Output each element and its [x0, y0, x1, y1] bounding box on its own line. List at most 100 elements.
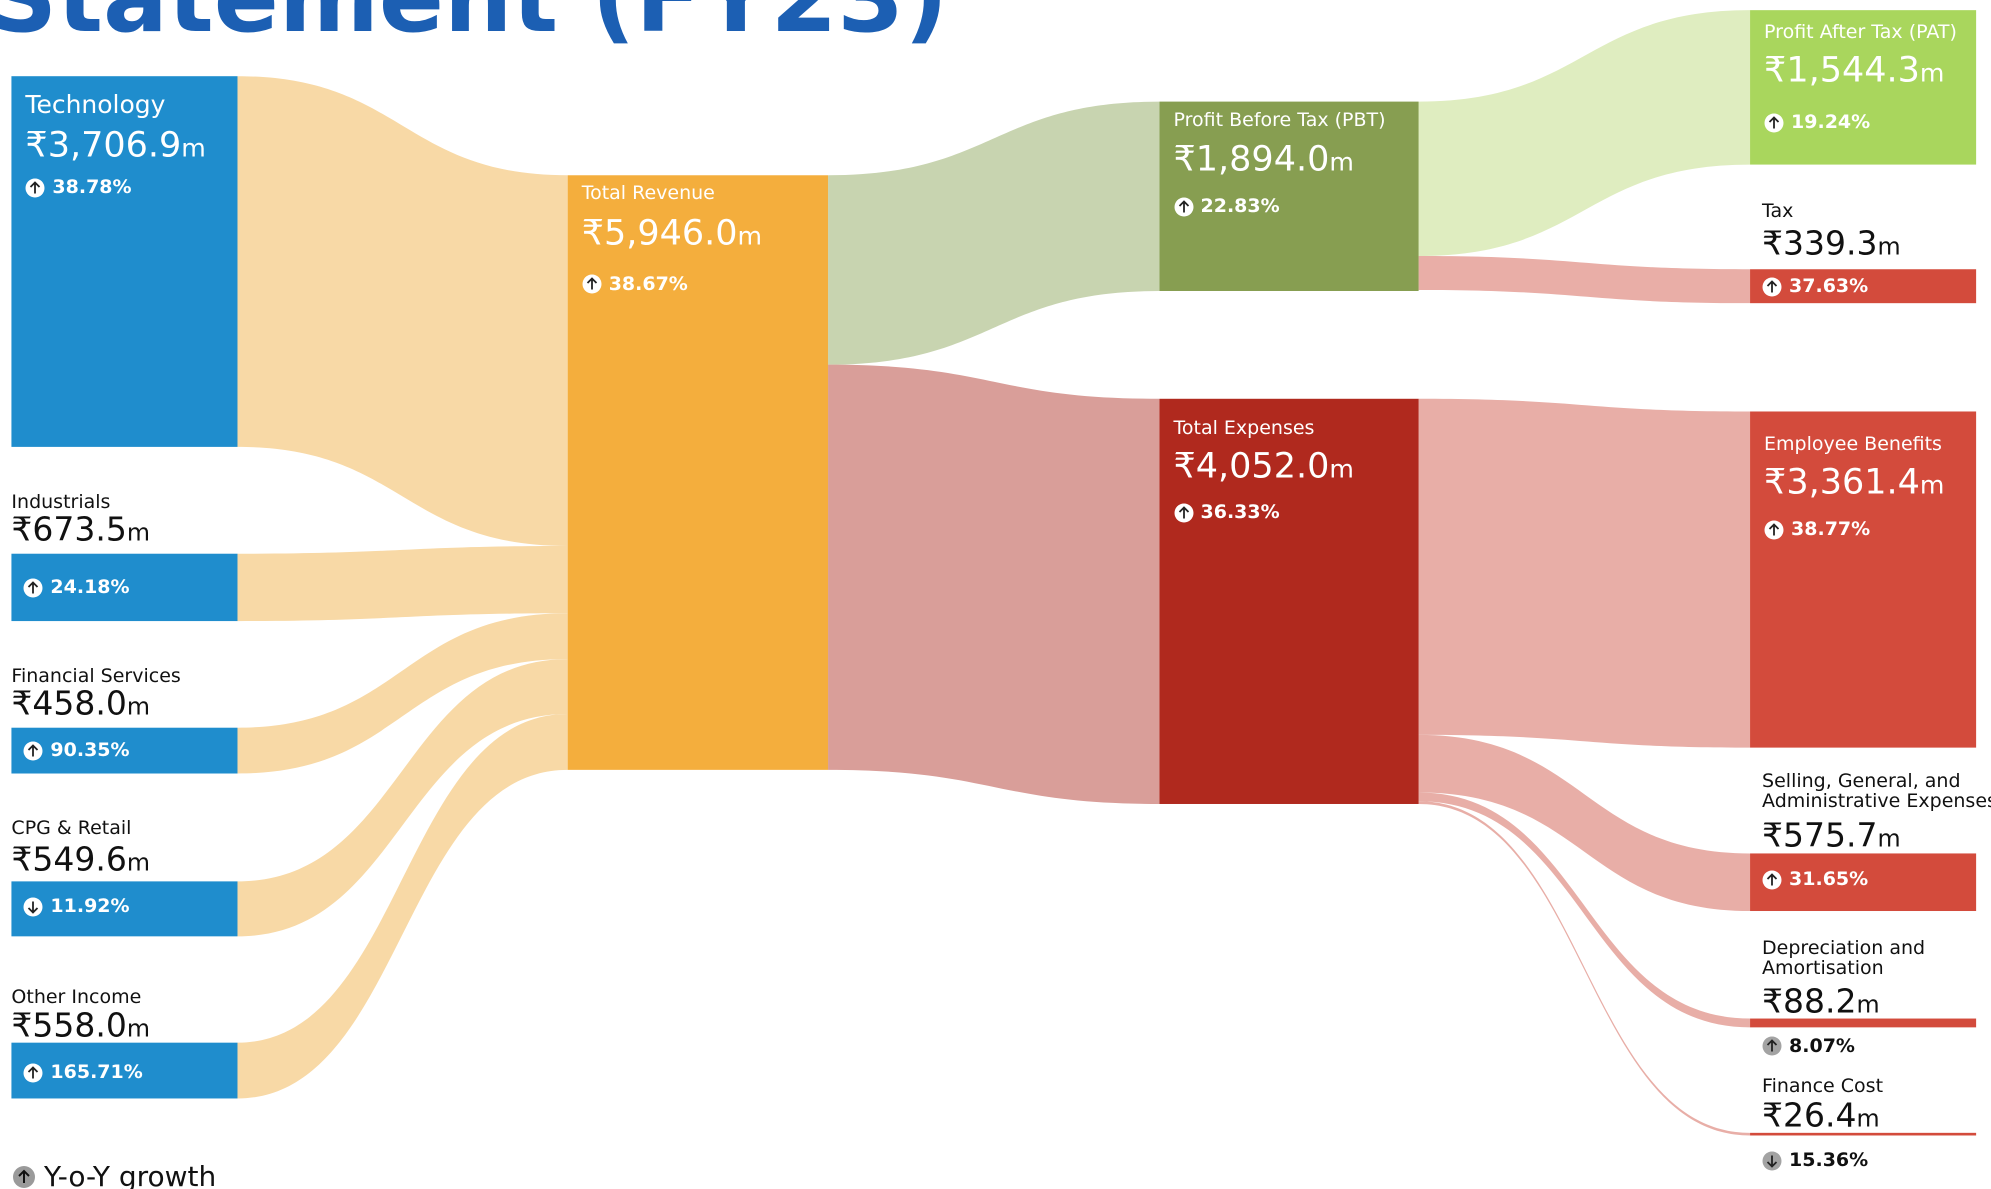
node-value: ₹3,706.9m [25, 125, 205, 166]
node-label: Technology [25, 90, 166, 120]
node-value: ₹549.6m [11, 842, 150, 877]
title: Statement (FY23) [0, 0, 948, 54]
node-label: Finance Cost [1762, 1075, 1884, 1098]
value-amount: ₹5,946.0 [581, 213, 738, 254]
node-bar [1750, 1018, 1977, 1028]
node-bar [1750, 411, 1977, 748]
node-bar [567, 175, 829, 770]
value-amount: ₹88.2 [1762, 981, 1857, 1021]
value-unit: m [1877, 824, 1901, 853]
growth: 165.71% [23, 1061, 143, 1084]
icon-arrow [1766, 1155, 1778, 1168]
value-unit: m [126, 518, 151, 547]
value-amount: ₹3,706.9 [25, 125, 182, 166]
growth-text: 38.77% [1791, 517, 1871, 540]
node-bar [1159, 398, 1419, 804]
value-amount: ₹575.7 [1762, 815, 1878, 855]
node-label: Profit Before Tax (PBT) [1173, 108, 1386, 131]
growth: 90.35% [23, 740, 130, 761]
node-bar [11, 76, 238, 447]
value-unit: m [1856, 990, 1880, 1019]
value-unit: m [126, 692, 151, 721]
node-label: Industrials [11, 490, 111, 513]
node-label: Total Revenue [581, 182, 715, 205]
icon-arrow [1768, 522, 1780, 536]
growth-text: 19.24% [1791, 111, 1871, 134]
node-label: Employee Benefits [1764, 432, 1942, 455]
node-label: Other Income [11, 986, 142, 1009]
growth-text: 38.67% [608, 272, 688, 295]
growth-text: 8.07% [1789, 1034, 1855, 1057]
growth: 31.65% [1762, 869, 1868, 890]
growth: 38.78% [25, 177, 132, 198]
growth: 22.83% [1174, 195, 1280, 218]
growth: 38.67% [582, 274, 688, 294]
value-amount: ₹549.6 [11, 839, 127, 879]
growth: 19.24% [1764, 111, 1871, 134]
growth-icon [23, 1063, 43, 1083]
growth-icon [1174, 503, 1193, 523]
icon-arrow [1768, 116, 1780, 129]
node-value: ₹88.2m [1762, 981, 1880, 1021]
node-label: Tax [1762, 200, 1794, 223]
growth-icon [23, 741, 43, 761]
value-unit: m [1919, 470, 1945, 500]
growth-icon [1762, 1036, 1782, 1056]
value-amount: ₹1,544.3 [1764, 50, 1920, 91]
growth-text: 11.92% [50, 894, 130, 917]
node-value: ₹1,894.0m [1174, 141, 1354, 179]
node-label: Selling, General, and Administrative Exp… [1762, 770, 1991, 813]
legend-text: Y-o-Y growth [44, 1160, 217, 1189]
node-label: Depreciation and Amortisation [1762, 936, 1926, 979]
icon-arrow [1178, 200, 1189, 213]
growth-icon [1764, 520, 1784, 540]
flow-link [1418, 10, 1751, 257]
node-label: CPG & Retail [11, 817, 132, 840]
growth-icon [582, 274, 602, 294]
growth-text: 36.33% [1200, 501, 1280, 524]
node-bar [1750, 269, 1977, 304]
growth-text: 22.83% [1200, 195, 1280, 218]
growth-icon [23, 578, 43, 598]
value-unit: m [1877, 232, 1901, 261]
icon-arrow [28, 901, 39, 914]
growth-icon [1762, 1151, 1782, 1171]
growth-text: 165.71% [50, 1061, 143, 1084]
value-amount: ₹3,361.4 [1764, 462, 1920, 503]
flow-link [237, 714, 568, 1099]
node-bar [11, 727, 238, 774]
node-value: ₹673.5m [11, 509, 151, 549]
value-unit: m [1329, 454, 1354, 484]
icon-arrow [28, 743, 39, 757]
value-amount: ₹4,052.0 [1173, 446, 1330, 487]
legend-icon [13, 1165, 35, 1188]
growth-text: 15.36% [1789, 1148, 1869, 1171]
value-amount: ₹673.5 [11, 509, 127, 549]
growth: 38.77% [1764, 517, 1871, 540]
node-value: ₹3,361.4m [1764, 464, 1944, 501]
node-label: Total Expenses [1173, 417, 1315, 440]
icon-arrow [1178, 506, 1189, 519]
growth: 37.63% [1762, 276, 1868, 297]
growth-text: 24.18% [50, 576, 130, 599]
flow-link [237, 659, 568, 937]
node-label: Financial Services [11, 664, 181, 687]
value-unit: m [1919, 58, 1945, 88]
growth-icon [1762, 870, 1782, 890]
growth: 36.33% [1174, 501, 1280, 524]
flow-link [1418, 734, 1751, 912]
icon-arrow [1766, 1039, 1778, 1052]
flow-link [828, 364, 1160, 804]
node-value: ₹26.4m [1762, 1098, 1880, 1134]
node-bar [1750, 1132, 1977, 1136]
icon-arrow [30, 181, 41, 194]
node-bar [11, 1042, 238, 1099]
value-amount: ₹458.0 [11, 683, 127, 723]
node-bar [1750, 853, 1977, 912]
value-unit: m [1329, 147, 1354, 177]
flow-link [1418, 256, 1751, 304]
icon-arrow [28, 1066, 39, 1079]
growth: 8.07% [1762, 1036, 1855, 1056]
node-value: ₹558.0m [11, 1008, 150, 1044]
